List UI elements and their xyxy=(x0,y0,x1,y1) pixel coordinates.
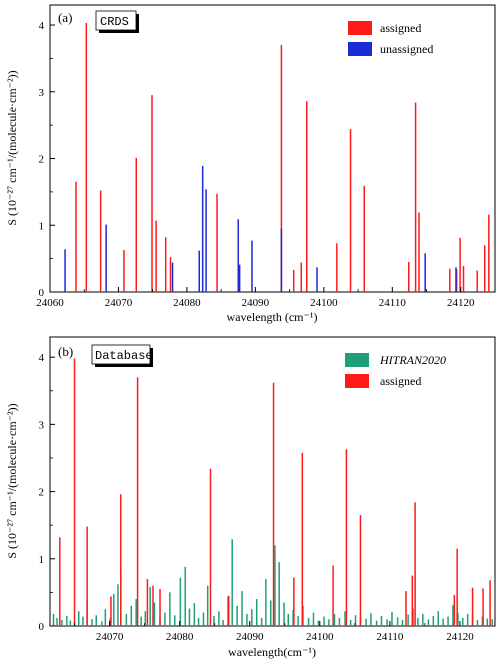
panel-b-box xyxy=(91,344,151,365)
x-tick-label-b-0: 24070 xyxy=(96,631,124,643)
x-tick-label-b-3: 24100 xyxy=(306,631,334,643)
legend-a-unassigned-swatch xyxy=(348,42,372,56)
panel-b-label: (b) xyxy=(58,344,73,359)
x-tick-label-a-1: 24070 xyxy=(105,297,133,309)
y-tick-label-b-3: 3 xyxy=(39,419,45,431)
panel-a-chart: 24060 24070 24080 24090 24100 24110 24120 0 1 2 3… xyxy=(5,4,496,324)
panel-a-plot-frame xyxy=(49,4,496,293)
y-tick-label-a-1: 1 xyxy=(39,220,45,232)
panel-b-box-label: Database xyxy=(95,349,153,363)
x-tick-label-a-0: 24060 xyxy=(36,297,64,309)
y-tick-label-b-0: 0 xyxy=(39,621,45,633)
y-tick-label-a-4: 4 xyxy=(39,20,45,32)
panel-a-y-axis-label: S (10⁻²⁷ cm⁻¹/(molecule·cm⁻²)) xyxy=(5,70,19,225)
series-assigned xyxy=(59,358,491,626)
series-unassigned xyxy=(64,165,457,292)
y-tick-label-b-1: 1 xyxy=(39,554,45,566)
panel-a-bars xyxy=(64,23,490,292)
series-assigned xyxy=(75,23,490,292)
panel-b-x-axis-label: wavelength(cm⁻¹) xyxy=(228,645,316,659)
panel-b-chart: 24070 24080 24090 24100 24110 24120 0 1 2 3 4 (b)… xyxy=(5,336,496,659)
y-tick-label-a-2: 2 xyxy=(39,154,45,166)
x-tick-label-b-1: 24080 xyxy=(166,631,194,643)
x-tick-label-b-2: 24090 xyxy=(236,631,264,643)
x-tick-label-b-4: 24110 xyxy=(376,631,404,643)
x-tick-label-a-3: 24090 xyxy=(242,297,270,309)
legend-a-assigned-swatch xyxy=(348,21,372,35)
panel-b-plot-frame xyxy=(49,336,496,627)
panel-b-x-ticks: 24070 24080 24090 24100 24110 24120 xyxy=(74,621,496,643)
x-tick-label-a-2: 24080 xyxy=(173,297,201,309)
panel-a-x-ticks: 24060 24070 24080 24090 24100 24110 24120 xyxy=(36,287,496,309)
panel-a-label: (a) xyxy=(58,10,72,25)
x-tick-label-a-6: 24120 xyxy=(447,297,475,309)
x-tick-label-b-5: 24120 xyxy=(446,631,474,643)
x-tick-label-a-4: 24100 xyxy=(310,297,338,309)
panel-a-box-label: CRDS xyxy=(100,15,129,29)
panel-b-bars xyxy=(52,358,493,626)
panel-b-y-axis-label: S (10⁻²⁷ cm⁻¹/(molecule·cm⁻²)) xyxy=(5,403,19,558)
y-tick-label-b-2: 2 xyxy=(39,487,45,499)
legend-b-assigned-swatch xyxy=(345,374,369,388)
panel-b-y-ticks: 0 1 2 3 4 xyxy=(39,352,55,633)
y-tick-label-b-4: 4 xyxy=(39,352,45,364)
panel-a-y-ticks: 0 1 2 3 4 xyxy=(39,20,55,299)
y-tick-label-a-3: 3 xyxy=(39,87,45,99)
legend-a-assigned-label: assigned xyxy=(380,21,421,35)
y-tick-label-a-0: 0 xyxy=(39,287,45,299)
series-hitran2020 xyxy=(52,539,493,626)
legend-b-assigned-label: assigned xyxy=(380,374,421,388)
legend-b-hitran-label: HITRAN2020 xyxy=(379,353,446,367)
legend-a-unassigned-label: unassigned xyxy=(380,42,433,56)
x-tick-label-a-5: 24110 xyxy=(379,297,407,309)
panel-a-x-axis-label: wavelength (cm⁻¹) xyxy=(227,310,318,324)
panel-a-box xyxy=(95,10,137,31)
legend-b-hitran-swatch xyxy=(345,353,369,367)
